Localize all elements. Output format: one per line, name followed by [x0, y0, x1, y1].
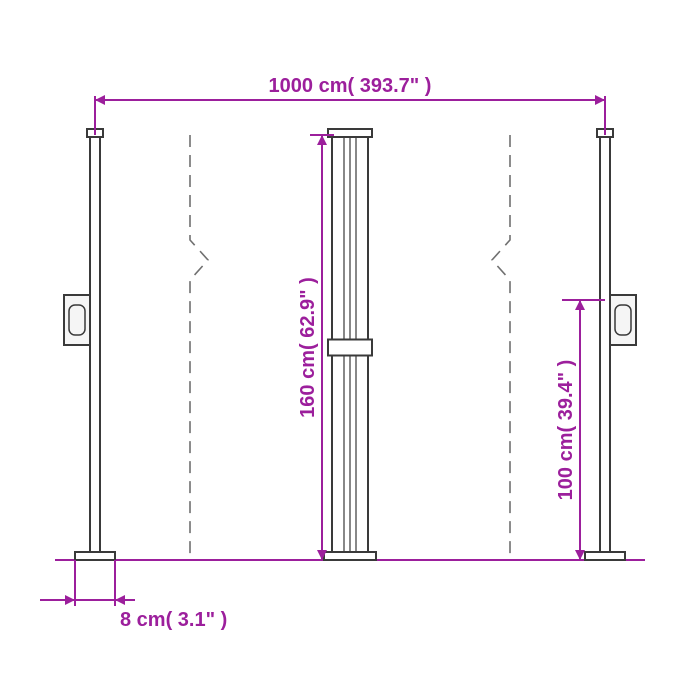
center-base — [324, 552, 376, 560]
right-post-base — [585, 552, 625, 560]
left-post-shaft — [90, 135, 100, 560]
dash-left — [190, 135, 208, 560]
right-post-handle — [610, 295, 636, 345]
left-post-handle — [64, 295, 90, 345]
arrow-head — [575, 300, 585, 310]
dim-width-label: 1000 cm( 393.7" ) — [269, 75, 432, 97]
right-post-shaft — [600, 135, 610, 560]
arrow-head — [317, 135, 327, 145]
dim-mount-label: 100 cm( 39.4" ) — [555, 360, 577, 501]
arrow-head — [95, 95, 105, 105]
dash-right — [492, 135, 510, 560]
arrow-head — [115, 595, 125, 605]
arrow-head — [595, 95, 605, 105]
left-post-base — [75, 552, 115, 560]
center-cap — [328, 129, 372, 137]
arrow-head — [65, 595, 75, 605]
dim-base-label: 8 cm( 3.1" ) — [120, 609, 227, 631]
dim-height-label: 160 cm( 62.9" ) — [297, 277, 319, 418]
center-mid — [328, 340, 372, 356]
arrow-head — [575, 550, 585, 560]
